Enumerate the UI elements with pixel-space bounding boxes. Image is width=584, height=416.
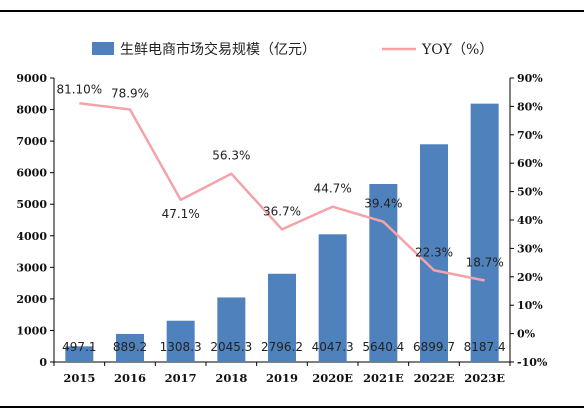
top-rule: [0, 10, 584, 12]
y-left-tick-label: 3000: [16, 261, 47, 274]
y-left-tick-label: 9000: [16, 72, 47, 85]
y-right-tick-label: 0%: [517, 328, 536, 341]
x-tick-label: 2015: [63, 371, 95, 385]
bars: [65, 103, 499, 363]
legend-line-label: YOY（%）: [421, 42, 493, 58]
legend: 生鲜电商市场交易规模（亿元） YOY（%）: [92, 41, 493, 58]
x-tick-label: 2021E: [363, 371, 404, 385]
bottom-rule: [0, 406, 584, 408]
yoy-value-label: 81.10%: [56, 82, 102, 96]
y-left-tick-label: 6000: [16, 167, 47, 180]
yoy-line-layer: [79, 102, 485, 282]
axes: 0 1000 2000 3000 4000 5000 6000 7000 8000 9000 -10…: [16, 72, 547, 385]
bar: [166, 320, 195, 362]
y-right-tick-label: 40%: [517, 214, 543, 227]
bar-value-label: 4047.3: [312, 340, 354, 354]
bar: [116, 333, 144, 362]
yoy-value-label: 22.3%: [415, 245, 453, 259]
bar: [420, 144, 448, 362]
y-right-tick-label: 30%: [517, 242, 543, 255]
y-right-tick-label: -10%: [517, 356, 548, 369]
x-tick-label: 2016: [114, 371, 146, 385]
y-left-tick-label: 5000: [16, 198, 47, 211]
yoy-value-label: 18.7%: [466, 255, 504, 269]
x-tick-label: 2020E: [312, 371, 353, 385]
yoy-value-label: 39.4%: [364, 197, 402, 211]
bar: [369, 184, 398, 362]
bar-value-label: 8187.4: [464, 340, 506, 354]
bar: [318, 234, 347, 362]
bar: [217, 297, 246, 362]
yoy-value-label: 36.7%: [263, 204, 301, 218]
bar-value-label: 5640.4: [362, 340, 404, 354]
y-left-tick-label: 2000: [16, 293, 47, 306]
x-tick-label: 2019: [266, 371, 298, 385]
x-tick-label: 2017: [165, 371, 197, 385]
yoy-line: [79, 102, 485, 282]
bar-value-label: 6899.7: [413, 340, 455, 354]
yoy-value-label: 78.9%: [111, 87, 149, 101]
y-right-tick-label: 50%: [517, 186, 543, 199]
yoy-value-label: 44.7%: [314, 182, 352, 196]
bar: [268, 273, 296, 362]
y-left-tick-label: 1000: [16, 324, 47, 337]
legend-bar-label: 生鲜电商市场交易规模（亿元）: [120, 41, 316, 58]
y-right-tick-label: 60%: [517, 157, 543, 170]
bar: [65, 346, 94, 362]
y-right-tick-label: 80%: [517, 100, 543, 113]
x-tick-label: 2022E: [414, 371, 455, 385]
bar: [470, 103, 499, 363]
bar-value-label: 497.1: [62, 340, 96, 354]
y-left-tick-label: 8000: [16, 104, 47, 117]
y-right-tick-label: 70%: [517, 129, 543, 142]
bar-value-label: 2796.2: [261, 340, 303, 354]
bar-value-label: 889.2: [113, 340, 147, 354]
y-right-tick-label: 90%: [517, 72, 543, 85]
yoy-labels: 81.10% 78.9% 47.1% 56.3% 36.7% 44.7% 39.4% 22.3…: [56, 82, 503, 269]
x-tick-label: 2023E: [464, 371, 505, 385]
yoy-value-label: 47.1%: [162, 207, 200, 221]
bar-value-label: 2045.3: [210, 340, 252, 354]
y-right-tick-label: 20%: [517, 271, 543, 284]
x-tick-label: 2018: [215, 371, 247, 385]
y-left-tick-label: 4000: [16, 230, 47, 243]
y-left-tick-label: 7000: [16, 135, 47, 148]
y-right-tick-label: 10%: [517, 299, 543, 312]
bar-value-label: 1308.3: [160, 340, 202, 354]
bar-labels: 497.1 889.2 1308.3 2045.3 2796.2 4047.3 5640.4…: [62, 340, 506, 354]
y-left-tick-label: 0: [39, 356, 47, 369]
yoy-value-label: 56.3%: [212, 149, 250, 163]
legend-bar-swatch: [92, 42, 114, 55]
